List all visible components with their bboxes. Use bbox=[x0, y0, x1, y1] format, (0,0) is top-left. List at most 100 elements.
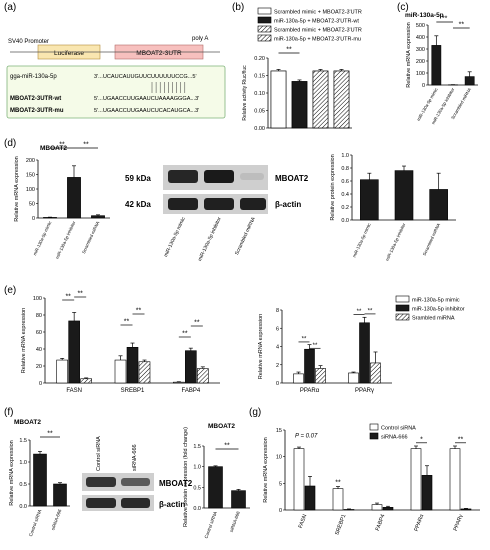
western-blot-f: MBOAT2 β-actin Control siRNA siRNA-666 bbox=[82, 436, 193, 511]
legend-e-label: Srambled miRNA bbox=[412, 316, 455, 322]
e_right-bar bbox=[315, 368, 326, 384]
e_right-sig-label: ** bbox=[313, 343, 318, 349]
pairing-lines bbox=[151, 82, 186, 93]
g-xtick-label: SREBP1 bbox=[334, 514, 347, 536]
blot-f-mboat2-band-2 bbox=[121, 478, 150, 486]
legend-b-swatch bbox=[257, 16, 272, 24]
e_left-xtick-label: SREBP1 bbox=[121, 388, 145, 394]
b-ytick-label: 0.00 bbox=[254, 126, 265, 132]
blot-d-mboat2-band-1 bbox=[168, 170, 198, 183]
blot-f-actin-band-2 bbox=[121, 498, 150, 508]
luciferase-label: Luciferase bbox=[54, 50, 84, 57]
d_protein-xtick-label: Scrambled miRNA bbox=[422, 222, 442, 256]
chart-f-mrna: 0.0 0.5 1.0 1.5 Relative mRNA expression Cont… bbox=[9, 419, 70, 537]
legend-g: Control siRNA siRNA-666 bbox=[369, 423, 416, 441]
c-ytick-label: 100 bbox=[416, 71, 425, 77]
panel-a-label: (a) bbox=[4, 2, 17, 13]
c-title: miR-130a-5p bbox=[405, 12, 444, 19]
legend-g-swatch bbox=[369, 432, 379, 440]
legend-b-label: miR-130a-5p + MBOAT2-3'UTR-mu bbox=[274, 37, 361, 43]
e_right-sig-label: ** bbox=[368, 308, 373, 314]
d_mrna-bar bbox=[67, 177, 81, 219]
g-xtick-label: FASN bbox=[298, 514, 309, 530]
b-sig-label: ** bbox=[286, 47, 292, 54]
d_mrna-xtick-label: Scrambled miRNA bbox=[81, 220, 101, 254]
e_right-sig-label: ** bbox=[357, 309, 362, 315]
g-xtick-label: PPARα bbox=[414, 513, 426, 533]
g-bar bbox=[343, 509, 355, 511]
g-bar bbox=[293, 448, 305, 511]
c-ytick-label: 300 bbox=[416, 47, 425, 53]
wt-sequence: 5'...UGAACCUUGAAUCUAAAAGGGA...3' bbox=[94, 96, 199, 102]
d_mrna-ylabel: Relative mRNA expression bbox=[14, 156, 20, 221]
e_left-bar bbox=[197, 368, 209, 384]
blot-d-lane-label: miR-130a-5p inhibitor bbox=[197, 216, 223, 262]
d_protein-bar bbox=[429, 189, 448, 221]
e_left-bar bbox=[185, 350, 197, 384]
mirna-sequence: 3'...UCAUCAUUGUUCUUUUUUCCG...5' bbox=[94, 74, 197, 80]
g-ytick-label: 0 bbox=[279, 508, 282, 514]
c-ytick-label: 400 bbox=[416, 35, 425, 41]
mu-name: MBOAT2-3UTR-mu bbox=[10, 108, 64, 114]
e_left-bar bbox=[56, 359, 68, 384]
d_mrna-ytick-label: 150 bbox=[26, 173, 35, 179]
c-sig-label: ** bbox=[442, 16, 448, 23]
e_left-bar bbox=[114, 359, 127, 384]
e_right-bar bbox=[370, 362, 381, 384]
f_protein-sig-label: ** bbox=[224, 443, 230, 450]
e_left-bar bbox=[80, 378, 92, 384]
legend-b-swatch bbox=[257, 7, 272, 15]
d_mrna-ytick-label: 0 bbox=[32, 216, 35, 222]
f_mrna-ytick-label: 0.0 bbox=[19, 504, 27, 510]
g-sig-label: ** bbox=[335, 479, 341, 486]
g-sig-label: * bbox=[420, 436, 423, 443]
panel-g-label: (g) bbox=[249, 407, 262, 418]
f_mrna-ylabel: Relative mRNA expression bbox=[9, 440, 15, 505]
g-sig-label: P = 0.07 bbox=[295, 433, 318, 439]
d_mrna-sig-label: ** bbox=[59, 142, 65, 149]
d_protein-ylabel: Relative protein expression bbox=[330, 154, 336, 220]
chart-d-protein: 0.0 0.2 0.4 0.6 0.8 1.0 Relative protein expre… bbox=[330, 153, 456, 262]
wt-name: MBOAT2-3UTR-wt bbox=[10, 96, 61, 102]
legend-e-swatch bbox=[395, 295, 410, 303]
f_mrna-bar bbox=[53, 483, 67, 507]
e_left-bar bbox=[126, 346, 139, 384]
b-ytick-label: 0.05 bbox=[254, 109, 265, 115]
e_left-sig-label: ** bbox=[65, 294, 71, 301]
e_right-ytick-label: 2 bbox=[276, 363, 279, 369]
b-bar bbox=[312, 70, 329, 129]
g-ytick-label: 10 bbox=[276, 455, 282, 461]
g-bar bbox=[421, 475, 433, 511]
blot-d-lane-label: miR-130a-5p mimic bbox=[163, 216, 187, 258]
e_right-bar bbox=[293, 373, 304, 384]
d_protein-ytick-label: 0.6 bbox=[341, 179, 349, 185]
g-ylabel: Relative mRNA expression bbox=[263, 437, 269, 502]
blot-f-lane-1: Control siRNA bbox=[96, 436, 102, 471]
blot-f-name-2: β-actin bbox=[159, 500, 185, 509]
promoter-label: SV40 Promoter bbox=[8, 39, 49, 45]
utr-label: MBOAT2-3UTR bbox=[136, 50, 182, 57]
g-bar bbox=[449, 448, 461, 511]
legend-b-label: miR-130a-5p + MBOAT2-3'UTR-wt bbox=[274, 19, 359, 25]
blot-d-lane-label: Scrambled miRNA bbox=[234, 216, 257, 256]
g-bar bbox=[332, 488, 344, 511]
b-ylabel: Relative activity Rluc/fluc bbox=[242, 65, 248, 121]
e_left-sig-label: ** bbox=[124, 319, 130, 326]
f_mrna-title: MBOAT2 bbox=[14, 419, 41, 426]
legend-g-label: Control siRNA bbox=[381, 426, 416, 432]
e_left-bar bbox=[173, 381, 185, 384]
f_protein-bar bbox=[208, 466, 223, 509]
chart-d-mrna: 0 50 100 150 200 Relative mRNA expression miR-… bbox=[14, 142, 110, 260]
d_protein-ytick-label: 1.0 bbox=[341, 153, 349, 159]
e_left-ytick-label: 40 bbox=[36, 347, 42, 353]
d_mrna-bar bbox=[43, 217, 57, 219]
blot-d-kda-2: 42 kDa bbox=[125, 200, 151, 209]
e_left-ytick-label: 20 bbox=[36, 364, 42, 370]
e_left-xtick-label: FABP4 bbox=[181, 388, 200, 394]
b-bar bbox=[291, 81, 308, 129]
panel-b-label: (b) bbox=[232, 2, 245, 13]
c-bar bbox=[464, 76, 475, 86]
blot-d-actin-band-1 bbox=[168, 198, 198, 210]
f_protein-xtick-label: siRNA-666 bbox=[229, 510, 241, 533]
